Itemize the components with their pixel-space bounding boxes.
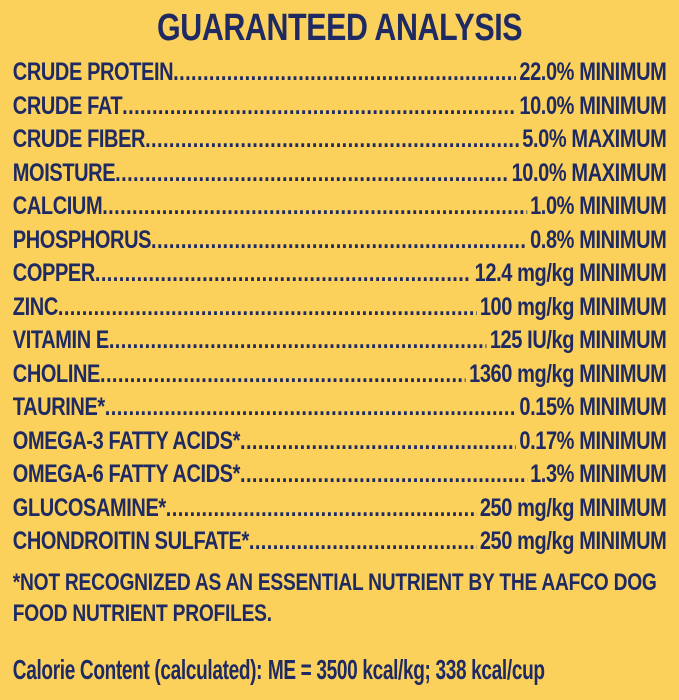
nutrient-label: OMEGA-3 FATTY ACIDS*: [12, 426, 241, 455]
nutrient-label: CHOLINE: [12, 359, 101, 388]
dot-leader: [115, 159, 508, 188]
nutrient-row: CHOLINE 1360 mg/kg MINIMUM: [13, 360, 667, 394]
nutrient-label: ZINC: [12, 292, 58, 321]
nutrient-value: 22.0% MINIMUM: [519, 58, 667, 86]
nutrient-value: 10.0% MAXIMUM: [511, 158, 667, 187]
dot-leader: [109, 326, 487, 355]
nutrient-row: CALCIUM 1.0% MINIMUM: [13, 192, 667, 226]
nutrient-value: 12.4 mg/kg MINIMUM: [474, 259, 667, 287]
nutrient-label: CRUDE FAT: [12, 91, 123, 120]
nutrient-row: TAURINE* 0.15% MINIMUM: [13, 393, 667, 427]
nutrient-value: 5.0% MAXIMUM: [522, 125, 667, 153]
nutrient-row: PHOSPHORUS 0.8% MINIMUM: [13, 226, 667, 260]
dot-leader: [173, 58, 516, 87]
footnote-line-1: *NOT RECOGNIZED AS AN ESSENTIAL NUTRIENT…: [12, 568, 657, 596]
nutrient-label: GLUCOSAMINE*: [12, 493, 166, 522]
nutrient-value: 100 mg/kg MINIMUM: [479, 292, 667, 321]
dot-leader: [145, 125, 519, 154]
nutrient-value: 0.15% MINIMUM: [519, 393, 667, 421]
nutrient-label: CHONDROITIN SULFATE*: [12, 527, 249, 555]
dot-leader: [240, 460, 527, 489]
dot-leader: [166, 494, 477, 523]
nutrient-label: CRUDE FIBER: [12, 125, 146, 153]
dot-leader: [105, 393, 516, 422]
dot-leader: [100, 360, 466, 389]
nutrient-row: OMEGA-6 FATTY ACIDS* 1.3% MINIMUM: [13, 460, 667, 494]
calorie-content-value: ME = 3500 kcal/kg; 338 kcal/cup: [267, 653, 545, 685]
nutrient-label: CALCIUM: [12, 192, 103, 220]
dot-leader: [240, 427, 516, 456]
nutrient-label: COPPER: [12, 259, 95, 287]
footnote-line-2: FOOD NUTRIENT PROFILES.: [12, 599, 272, 627]
nutrient-value: 10.0% MINIMUM: [519, 91, 667, 120]
nutrient-row: GLUCOSAMINE* 250 mg/kg MINIMUM: [13, 494, 667, 528]
nutrient-row: VITAMIN E 125 IU/kg MINIMUM: [13, 326, 667, 360]
nutrient-row: COPPER 12.4 mg/kg MINIMUM: [13, 259, 667, 293]
calorie-content-line: Calorie Content (calculated): ME = 3500 k…: [13, 651, 569, 689]
panel-title: GUARANTEED ANALYSIS: [157, 7, 523, 49]
nutrient-value: 1360 mg/kg MINIMUM: [469, 359, 667, 388]
nutrient-value: 250 mg/kg MINIMUM: [479, 527, 667, 555]
nutrient-value: 0.17% MINIMUM: [519, 426, 667, 455]
nutrient-label: CRUDE PROTEIN: [12, 58, 174, 86]
nutrient-table: CRUDE PROTEIN 22.0% MINIMUM CRUDE FAT 10.0…: [13, 58, 667, 561]
dot-leader: [249, 527, 477, 556]
dot-leader: [122, 92, 516, 121]
nutrient-label: OMEGA-6 FATTY ACIDS*: [12, 460, 241, 488]
nutrient-value: 250 mg/kg MINIMUM: [479, 493, 667, 522]
nutrient-row: CHONDROITIN SULFATE* 250 mg/kg MINIMUM: [13, 527, 667, 561]
nutrient-row: MOISTURE 10.0% MAXIMUM: [13, 159, 667, 193]
dot-leader: [151, 226, 527, 255]
nutrient-label: VITAMIN E: [12, 326, 109, 354]
nutrient-row: CRUDE PROTEIN 22.0% MINIMUM: [13, 58, 667, 92]
dot-leader: [102, 192, 527, 221]
calorie-content-label: Calorie Content (calculated):: [12, 653, 263, 685]
nutrient-row: ZINC 100 mg/kg MINIMUM: [13, 293, 667, 327]
nutrient-value: 1.3% MINIMUM: [530, 460, 667, 488]
dot-leader: [95, 259, 472, 288]
nutrient-value: 125 IU/kg MINIMUM: [489, 326, 667, 354]
nutrient-value: 0.8% MINIMUM: [530, 225, 667, 254]
nutrient-row: CRUDE FIBER 5.0% MAXIMUM: [13, 125, 667, 159]
nutrient-label: MOISTURE: [12, 158, 116, 187]
nutrient-label: TAURINE*: [12, 393, 105, 421]
dot-leader: [58, 293, 477, 322]
nutrient-row: CRUDE FAT 10.0% MINIMUM: [13, 92, 667, 126]
nutrient-value: 1.0% MINIMUM: [530, 192, 667, 220]
aafco-footnote: *NOT RECOGNIZED AS AN ESSENTIAL NUTRIENT…: [13, 567, 667, 629]
nutrient-label: PHOSPHORUS: [12, 225, 152, 254]
nutrient-row: OMEGA-3 FATTY ACIDS* 0.17% MINIMUM: [13, 427, 667, 461]
